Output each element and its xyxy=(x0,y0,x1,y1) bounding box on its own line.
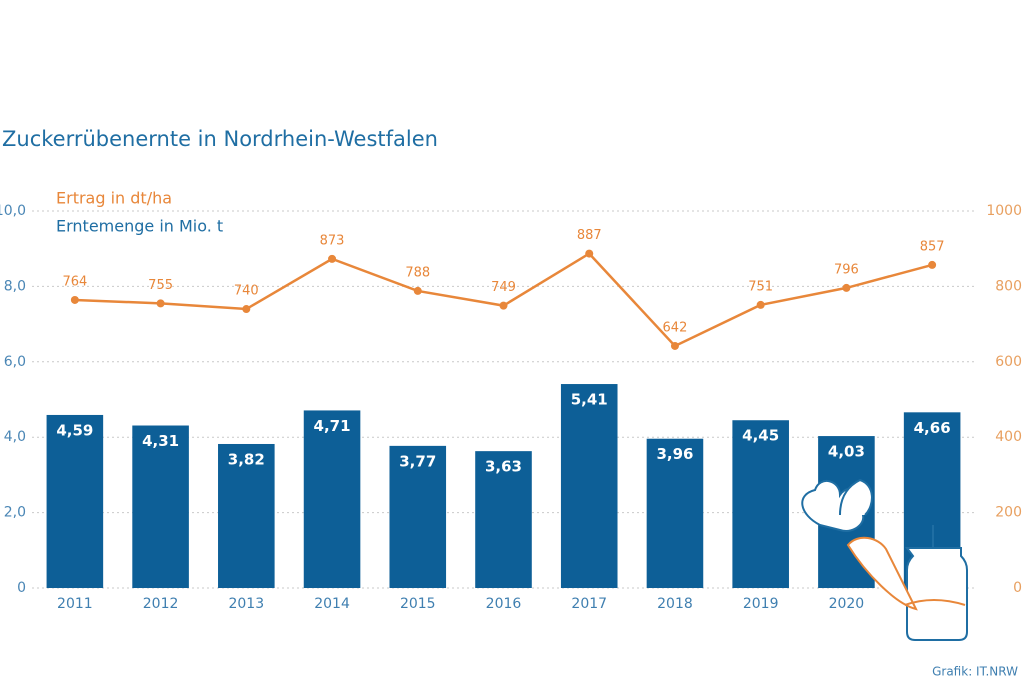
y2-tick-label: 0 xyxy=(1013,580,1022,596)
bar xyxy=(389,445,447,588)
x-tick-label: 2017 xyxy=(571,596,607,612)
x-tick-label: 2012 xyxy=(143,596,179,612)
bar-value-label: 4,03 xyxy=(828,443,865,461)
sugar xyxy=(904,599,966,606)
bar-value-label: 3,96 xyxy=(656,445,693,463)
illustration xyxy=(801,478,968,641)
legend-entry: Ertrag in dt/ha xyxy=(56,189,172,208)
line-point xyxy=(928,260,937,269)
line-point xyxy=(842,283,851,292)
bar-value-label: 4,66 xyxy=(914,419,951,437)
bar-value-label: 3,77 xyxy=(399,452,436,470)
bar-value-label: 3,63 xyxy=(485,458,522,476)
bar xyxy=(303,410,361,588)
point-value-label: 788 xyxy=(405,265,430,280)
y-tick-label: 10,0 xyxy=(0,203,26,219)
y2-tick-label: 400 xyxy=(995,429,1022,445)
line-point xyxy=(242,305,251,314)
bar xyxy=(732,420,789,588)
point-value-label: 796 xyxy=(834,262,859,277)
point-value-label: 873 xyxy=(320,233,345,248)
line-point xyxy=(585,249,594,258)
x-tick-label: 2015 xyxy=(400,596,436,612)
x-tick-label: 2020 xyxy=(829,596,865,612)
legend-entry: Erntemenge in Mio. t xyxy=(56,217,223,236)
x-tick-label: 2013 xyxy=(228,596,264,612)
point-value-label: 764 xyxy=(62,274,87,289)
line-point xyxy=(499,301,508,310)
y-tick-label: 8,0 xyxy=(4,278,26,294)
bar-value-label: 5,41 xyxy=(571,391,608,409)
y-tick-label: 6,0 xyxy=(4,354,26,370)
point-value-label: 755 xyxy=(148,278,173,293)
x-tick-label: 2016 xyxy=(486,596,522,612)
x-tick-label: 2011 xyxy=(57,596,93,612)
point-value-label: 749 xyxy=(491,280,516,295)
jar xyxy=(905,547,968,641)
leaf xyxy=(839,478,873,516)
line-point xyxy=(756,300,765,309)
source: Grafik: IT.NRW xyxy=(932,665,1018,679)
line-point xyxy=(70,295,79,304)
bar-value-label: 4,59 xyxy=(56,421,93,439)
point-value-label: 642 xyxy=(663,320,688,335)
point-value-label: 740 xyxy=(234,284,259,299)
y-tick-label: 0 xyxy=(17,580,26,596)
bar-value-label: 4,31 xyxy=(142,432,179,450)
point-value-label: 887 xyxy=(577,228,602,243)
x-tick-label: 2018 xyxy=(657,596,693,612)
point-value-label: 751 xyxy=(748,279,773,294)
line-point xyxy=(328,254,337,263)
bar xyxy=(646,438,704,588)
x-tick-label: 2019 xyxy=(743,596,779,612)
bar-value-label: 4,45 xyxy=(742,427,779,445)
line xyxy=(74,252,933,348)
y2-tick-label: 800 xyxy=(995,278,1022,294)
bar-value-label: 3,82 xyxy=(228,450,265,468)
y2-tick-label: 1000 xyxy=(986,203,1022,219)
bar xyxy=(560,384,618,588)
bar xyxy=(218,443,275,588)
bar xyxy=(475,451,532,588)
bar xyxy=(46,414,104,588)
carrot xyxy=(846,536,918,611)
line-point xyxy=(413,286,422,295)
y-tick-label: 4,0 xyxy=(4,429,26,445)
chart-title: Zuckerrübenernte in Nordrhein-Westfalen xyxy=(2,127,438,151)
line-point xyxy=(670,341,679,350)
point-value-label: 857 xyxy=(920,239,945,254)
line-point xyxy=(156,299,165,308)
bar-value-label: 4,71 xyxy=(314,417,351,435)
y-tick-label: 2,0 xyxy=(4,505,26,521)
bar xyxy=(132,425,189,588)
x-tick-label: 2014 xyxy=(314,596,350,612)
y2-tick-label: 200 xyxy=(995,505,1022,521)
y2-tick-label: 600 xyxy=(995,354,1022,370)
